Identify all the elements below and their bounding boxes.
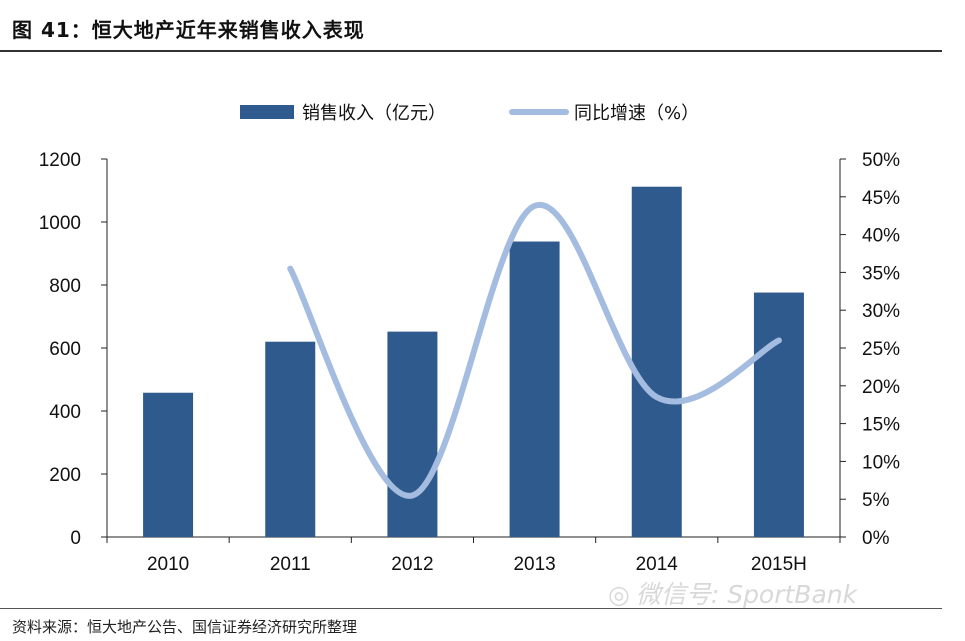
axes-layer: 0 200 400 600 800 1000 1200 0% 5% 10% 15% 20% 25% 30%… bbox=[39, 150, 900, 575]
y-right-tick-label: 25% bbox=[862, 339, 900, 360]
legend-label-line: 同比增速（%） bbox=[574, 103, 699, 124]
figure-title: 图 41：恒大地产近年来销售收入表现 bbox=[12, 18, 365, 42]
bar-2011 bbox=[265, 341, 316, 537]
growth-line bbox=[287, 202, 782, 499]
y-right-tick-label: 20% bbox=[862, 377, 900, 398]
y-right-tick-label: 50% bbox=[862, 150, 900, 171]
y-left-tick-label: 1000 bbox=[39, 213, 81, 234]
x-tick-label: 2013 bbox=[513, 554, 555, 575]
y-left-tick-label: 600 bbox=[49, 339, 81, 360]
watermark: ◎ 微信号: SportBank bbox=[608, 575, 857, 611]
x-tick-label: 2011 bbox=[270, 554, 311, 575]
source-divider bbox=[0, 608, 942, 609]
y-right-tick-label: 45% bbox=[862, 188, 900, 209]
legend-swatch-bar bbox=[240, 105, 294, 119]
bar-2012 bbox=[387, 331, 438, 537]
y-left-tick-label: 400 bbox=[49, 402, 81, 423]
watermark-text: 微信号: SportBank bbox=[635, 580, 858, 609]
bar-2013 bbox=[509, 241, 560, 537]
y-right-tick-label: 5% bbox=[862, 490, 890, 511]
y-left-tick-label: 1200 bbox=[39, 150, 81, 171]
bar-2014 bbox=[631, 186, 682, 537]
x-tick-label: 2010 bbox=[147, 554, 189, 575]
bar-2015H bbox=[753, 292, 804, 537]
wechat-icon: ◎ bbox=[608, 580, 630, 609]
y-right-tick-label: 0% bbox=[862, 528, 890, 549]
x-tick-label: 2015H bbox=[751, 554, 807, 575]
x-tick-label: 2014 bbox=[636, 554, 679, 575]
bar-2010 bbox=[143, 392, 194, 537]
source-note: 资料来源：恒大地产公告、国信证券经济研究所整理 bbox=[12, 618, 358, 636]
y-right-tick-label: 10% bbox=[862, 452, 900, 473]
y-left-tick-label: 0 bbox=[70, 528, 81, 549]
line-layer bbox=[287, 202, 782, 499]
y-right-tick-label: 30% bbox=[862, 301, 900, 322]
legend-label-bar: 销售收入（亿元） bbox=[302, 103, 446, 124]
y-left-tick-label: 200 bbox=[49, 465, 81, 486]
y-left-tick-label: 800 bbox=[49, 276, 81, 297]
y-right-tick-label: 35% bbox=[862, 263, 900, 284]
bars-layer bbox=[143, 186, 804, 537]
x-tick-label: 2012 bbox=[391, 554, 433, 575]
legend: 销售收入（亿元） 同比增速（%） bbox=[240, 103, 699, 124]
y-right-tick-label: 15% bbox=[862, 415, 900, 436]
title-divider bbox=[0, 50, 942, 52]
y-right-tick-label: 40% bbox=[862, 226, 900, 247]
